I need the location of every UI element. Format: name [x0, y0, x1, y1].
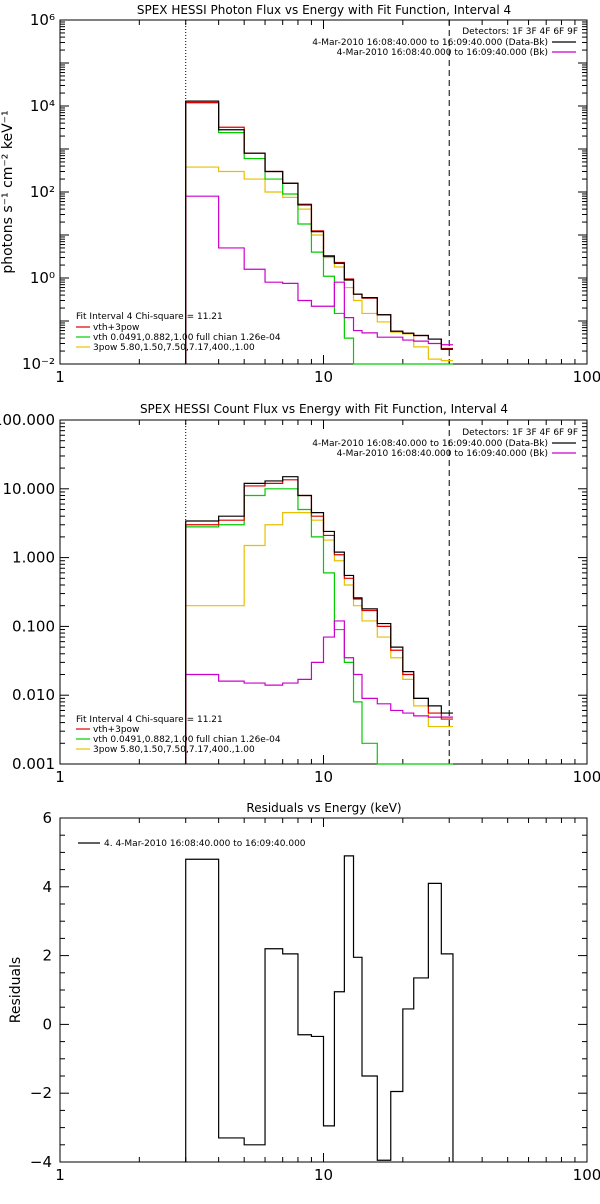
photon-flux-ytick-label: 10⁻² [22, 355, 55, 373]
count-flux-xtick-label: 10 [314, 768, 333, 786]
residuals-ytick-label: 6 [42, 809, 52, 827]
count-flux-fit-label-2: vth 0.0491,0.882,1.00 full chian 1.26e-0… [93, 735, 281, 745]
count-flux-fit-label-1: vth+3pow [93, 725, 139, 735]
residuals-xtick-label: 100 [573, 1166, 600, 1184]
photon-flux-title: SPEX HESSI Photon Flux vs Energy with Fi… [137, 3, 511, 17]
photon-flux-xtick-label: 1 [55, 368, 65, 386]
photon-flux-fit-label-1: vth+3pow [93, 323, 139, 333]
count-flux-xtick-label: 100 [573, 768, 600, 786]
count-flux-ytick-label: 0.010 [12, 686, 55, 704]
photon-flux-series-2 [185, 102, 453, 365]
photon-flux-ytick-label: 10⁴ [30, 97, 55, 115]
residuals-series-0 [185, 855, 454, 1162]
photon-flux-ytick-label: 10⁰ [30, 269, 55, 287]
photon-flux-legend-bk: 4-Mar-2010 16:08:40.000 to 16:09:40.000 … [337, 48, 548, 58]
photon-flux-legend-data: 4-Mar-2010 16:08:40.000 to 16:09:40.000 … [312, 38, 548, 48]
count-flux-ytick-label: 1.000 [12, 549, 55, 567]
residuals-ytick-label: 2 [42, 947, 52, 965]
count-flux-ytick-label: 10.000 [3, 480, 56, 498]
count-flux-fit-label-3: 3pow 5.80,1.50,7.50,7.17,400.,1.00 [93, 745, 255, 755]
count-flux-ytick-label: 100.000 [0, 411, 55, 429]
residuals-ytick-label: 4 [42, 878, 52, 896]
count-flux-title: SPEX HESSI Count Flux vs Energy with Fit… [140, 402, 508, 416]
photon-flux-ylabel: photons s⁻¹ cm⁻² keV⁻¹ [0, 110, 16, 273]
count-flux-panel: SPEX HESSI Count Flux vs Energy with Fit… [76, 402, 578, 755]
photon-flux-fit-header: Fit Interval 4 Chi-square = 11.21 [76, 312, 223, 322]
photon-flux-series-4 [185, 195, 453, 364]
photon-flux-fit-label-3: 3pow 5.80,1.50,7.50,7.17,400.,1.00 [93, 343, 255, 353]
residuals-xtick-label: 1 [55, 1166, 65, 1184]
count-flux-ytick-label: 0.001 [12, 755, 55, 773]
photon-flux-detectors: Detectors: 1F 3F 4F 6F 9F [462, 27, 578, 37]
count-flux-series-4 [185, 620, 453, 764]
photon-flux-ytick-label: 10² [30, 183, 55, 201]
photon-flux-xtick-label: 100 [573, 368, 600, 386]
residuals-legend-label: 4. 4-Mar-2010 16:08:40.000 to 16:09:40.0… [104, 839, 306, 849]
count-flux-detectors: Detectors: 1F 3F 4F 6F 9F [462, 428, 578, 438]
residuals-panel: Residuals vs Energy (keV) Residuals 4. 4… [8, 801, 402, 1023]
residuals-ylabel: Residuals [8, 957, 24, 1023]
residuals-ytick-label: −2 [30, 1084, 52, 1102]
count-flux-legend-data: 4-Mar-2010 16:08:40.000 to 16:09:40.000 … [312, 439, 548, 449]
residuals-xtick-label: 10 [314, 1166, 333, 1184]
residuals-ytick-label: −4 [30, 1153, 52, 1171]
count-flux-series-0 [185, 476, 453, 764]
count-flux-xtick-label: 1 [55, 768, 65, 786]
photon-flux-fit-label-2: vth 0.0491,0.882,1.00 full chian 1.26e-0… [93, 333, 281, 343]
count-flux-legend-bk: 4-Mar-2010 16:08:40.000 to 16:09:40.000 … [337, 449, 548, 459]
residuals-title: Residuals vs Energy (keV) [246, 801, 401, 815]
photon-flux-ytick-label: 10⁶ [30, 11, 55, 29]
photon-flux-xtick-label: 10 [314, 368, 333, 386]
count-flux-fit-header: Fit Interval 4 Chi-square = 11.21 [76, 715, 223, 725]
photon-flux-series-0 [185, 100, 453, 364]
photon-flux-panel: SPEX HESSI Photon Flux vs Energy with Fi… [0, 3, 578, 353]
count-flux-ytick-label: 0.100 [12, 617, 55, 635]
residuals-ytick-label: 0 [42, 1015, 52, 1033]
